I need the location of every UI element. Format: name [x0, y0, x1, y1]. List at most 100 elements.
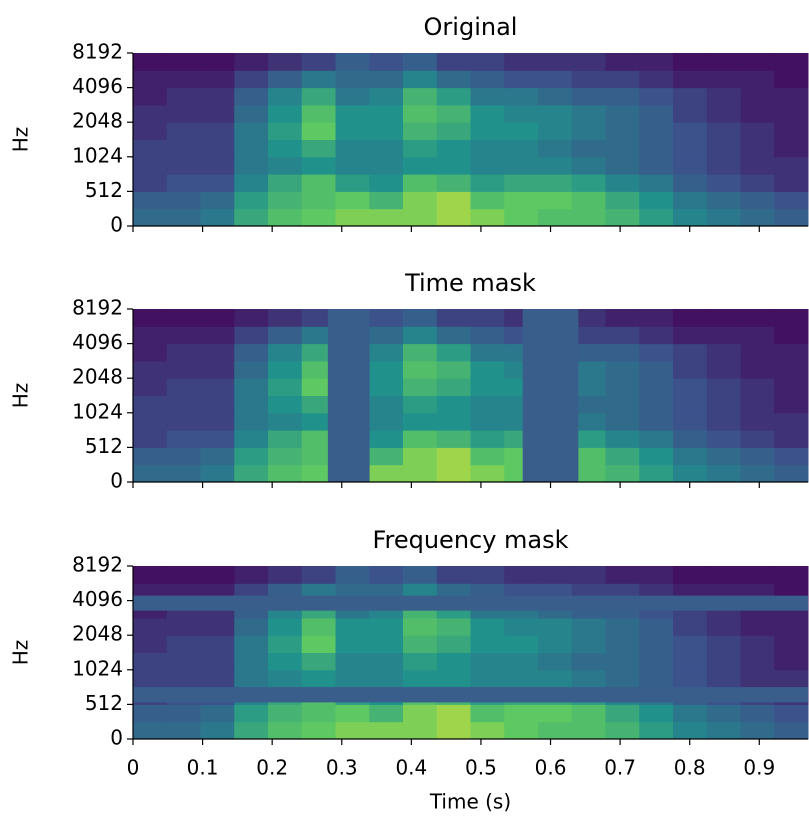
heatmap-cell — [504, 191, 539, 210]
heatmap-cell — [234, 343, 269, 362]
heatmap-cell — [639, 412, 674, 431]
heatmap-cell — [673, 378, 708, 396]
heatmap-cell — [706, 208, 741, 227]
heatmap-cell — [740, 704, 775, 723]
heatmap-cell — [403, 208, 438, 227]
heatmap-cell — [166, 70, 201, 89]
x-tick-label: 0.5 — [465, 756, 497, 780]
x-tick-label: 0.7 — [604, 756, 636, 780]
heatmap-cell — [774, 721, 809, 740]
heatmap-cell — [369, 430, 404, 448]
heatmap-cell — [470, 704, 505, 723]
heatmap-cell — [234, 378, 269, 396]
heatmap-cell — [268, 652, 303, 671]
heatmap-cell — [166, 208, 201, 227]
y-tick-label: 512 — [85, 434, 123, 458]
heatmap-cell — [133, 208, 168, 227]
heatmap-cell — [200, 669, 235, 688]
heatmap-cell — [605, 704, 640, 723]
heatmap-cell — [504, 87, 539, 106]
heatmap-cell — [470, 53, 505, 71]
heatmap-cell — [403, 104, 438, 123]
heatmap-cell — [133, 447, 168, 466]
heatmap-cell — [774, 447, 809, 466]
heatmap-cell — [470, 70, 505, 89]
heatmap-cell — [234, 70, 269, 89]
heatmap-cell — [369, 156, 404, 175]
heatmap-cell — [706, 343, 741, 362]
heatmap-cell — [740, 378, 775, 396]
heatmap-cell — [403, 139, 438, 158]
heatmap-cell — [673, 174, 708, 192]
y-tick-label: 0 — [110, 469, 123, 493]
heatmap-cell — [504, 635, 539, 653]
heatmap-cell — [436, 104, 471, 123]
heatmap-cell — [571, 326, 606, 345]
heatmap-cell — [369, 652, 404, 671]
heatmap-cell — [200, 156, 235, 175]
heatmap-cell — [234, 139, 269, 158]
heatmap-cell — [166, 447, 201, 466]
heatmap-cell — [470, 326, 505, 345]
heatmap-cell — [605, 343, 640, 362]
heatmap-cell — [133, 87, 168, 106]
heatmap-cell — [335, 617, 370, 636]
heatmap-cell — [403, 122, 438, 140]
heatmap-cell — [639, 704, 674, 723]
y-tick-label: 512 — [85, 691, 123, 715]
heatmap-cell — [369, 343, 404, 362]
heatmap-cell — [605, 326, 640, 345]
heatmap-cell — [301, 208, 336, 227]
heatmap-cell — [774, 87, 809, 106]
heatmap-cell — [200, 447, 235, 466]
heatmap-cell — [639, 139, 674, 158]
heatmap-cell — [605, 309, 640, 327]
x-tick-label: 0.9 — [743, 756, 775, 780]
heatmap-cell — [706, 652, 741, 671]
heatmap-cell — [301, 174, 336, 192]
heatmap-cell — [133, 652, 168, 671]
heatmap-cell — [436, 395, 471, 414]
heatmap-cell — [605, 191, 640, 210]
heatmap-cell — [571, 208, 606, 227]
heatmap-cell — [571, 704, 606, 723]
heatmap-cell — [740, 464, 775, 483]
heatmap-cell — [470, 343, 505, 362]
heatmap-cell — [133, 122, 168, 140]
heatmap-cell — [605, 447, 640, 466]
heatmap-cell — [470, 635, 505, 653]
heatmap-cell — [436, 309, 471, 327]
heatmap-cell — [673, 156, 708, 175]
heatmap-cell — [234, 652, 269, 671]
heatmap-cell — [200, 430, 235, 448]
y-tick-label: 0 — [110, 726, 123, 750]
heatmap-cell — [639, 208, 674, 227]
heatmap-cell — [740, 566, 775, 584]
heatmap-cell — [504, 721, 539, 740]
heatmap-cell — [470, 174, 505, 192]
heatmap-cell — [133, 326, 168, 345]
heatmap-cell — [133, 617, 168, 636]
heatmap-cell — [470, 412, 505, 431]
heatmap-cell — [166, 721, 201, 740]
heatmap-cell — [133, 412, 168, 431]
heatmap-cell — [301, 652, 336, 671]
heatmap-cell — [403, 669, 438, 688]
heatmap-cell — [268, 139, 303, 158]
heatmap-cell — [436, 412, 471, 431]
heatmap-cell — [301, 360, 336, 379]
heatmap-cell — [335, 70, 370, 89]
heatmap-cell — [774, 191, 809, 210]
heatmap-cell — [133, 721, 168, 740]
y-tick-label: 1024 — [72, 399, 123, 423]
heatmap-cell — [706, 464, 741, 483]
heatmap-cell — [133, 566, 168, 584]
heatmap-cell — [571, 156, 606, 175]
heatmap-cell — [268, 635, 303, 653]
heatmap-cell — [234, 174, 269, 192]
heatmap-cell — [436, 464, 471, 483]
heatmap-cell — [673, 104, 708, 123]
heatmap-cell — [706, 566, 741, 584]
heatmap-cell — [403, 360, 438, 379]
